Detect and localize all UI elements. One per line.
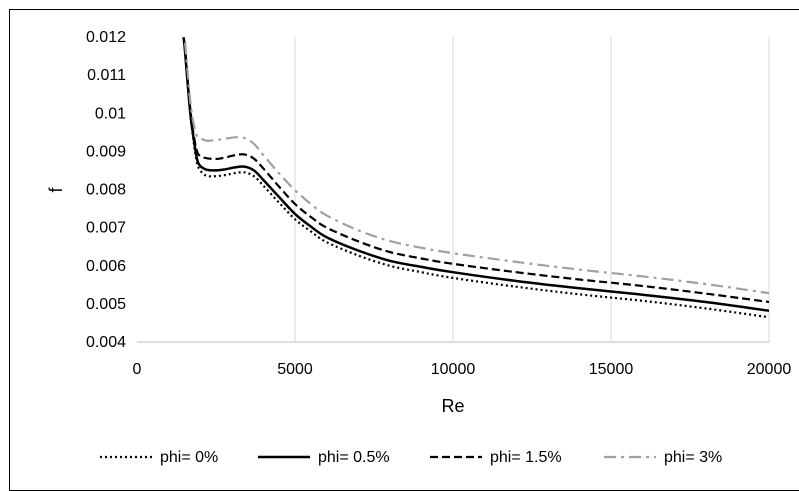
y-tick-label: 0.006 [86,258,126,275]
series-line-2 [182,37,769,312]
x-tick-label: 0 [133,361,142,378]
y-tick-label: 0.007 [86,220,126,237]
x-tick-labels: 0 5000 10000 15000 20000 [133,361,792,378]
y-tick-label: 0.01 [95,105,126,122]
y-tick-label: 0.009 [86,143,126,160]
y-tick-label: 0.005 [86,296,126,313]
x-tick-label: 5000 [277,361,313,378]
series-line-3 [182,37,769,304]
series-line-1 [182,37,769,319]
y-tick-label: 0.008 [86,182,126,199]
series-lines [182,37,769,319]
chart-frame [9,9,799,491]
legend-label-4: phi= 3% [664,449,722,466]
legend-label-2: phi= 0.5% [318,449,390,466]
y-tick-label: 0.012 [86,29,126,46]
y-axis-title: f [46,187,66,193]
legend: phi= 0% phi= 0.5% phi= 1.5% phi= 3% [100,449,722,466]
y-tick-labels: 0.004 0.005 0.006 0.007 0.008 0.009 0.01 0.011 0… [86,29,126,351]
legend-label-1: phi= 0% [160,449,218,466]
y-tick-label: 0.011 [87,67,126,84]
y-tick-label: 0.004 [86,334,126,351]
x-axis-title: Re [441,396,464,416]
x-tick-label: 10000 [431,361,476,378]
x-tick-label: 15000 [589,361,634,378]
legend-label-3: phi= 1.5% [490,449,562,466]
gridlines [294,37,770,342]
x-tick-label: 20000 [747,361,792,378]
series-line-4 [183,37,769,295]
